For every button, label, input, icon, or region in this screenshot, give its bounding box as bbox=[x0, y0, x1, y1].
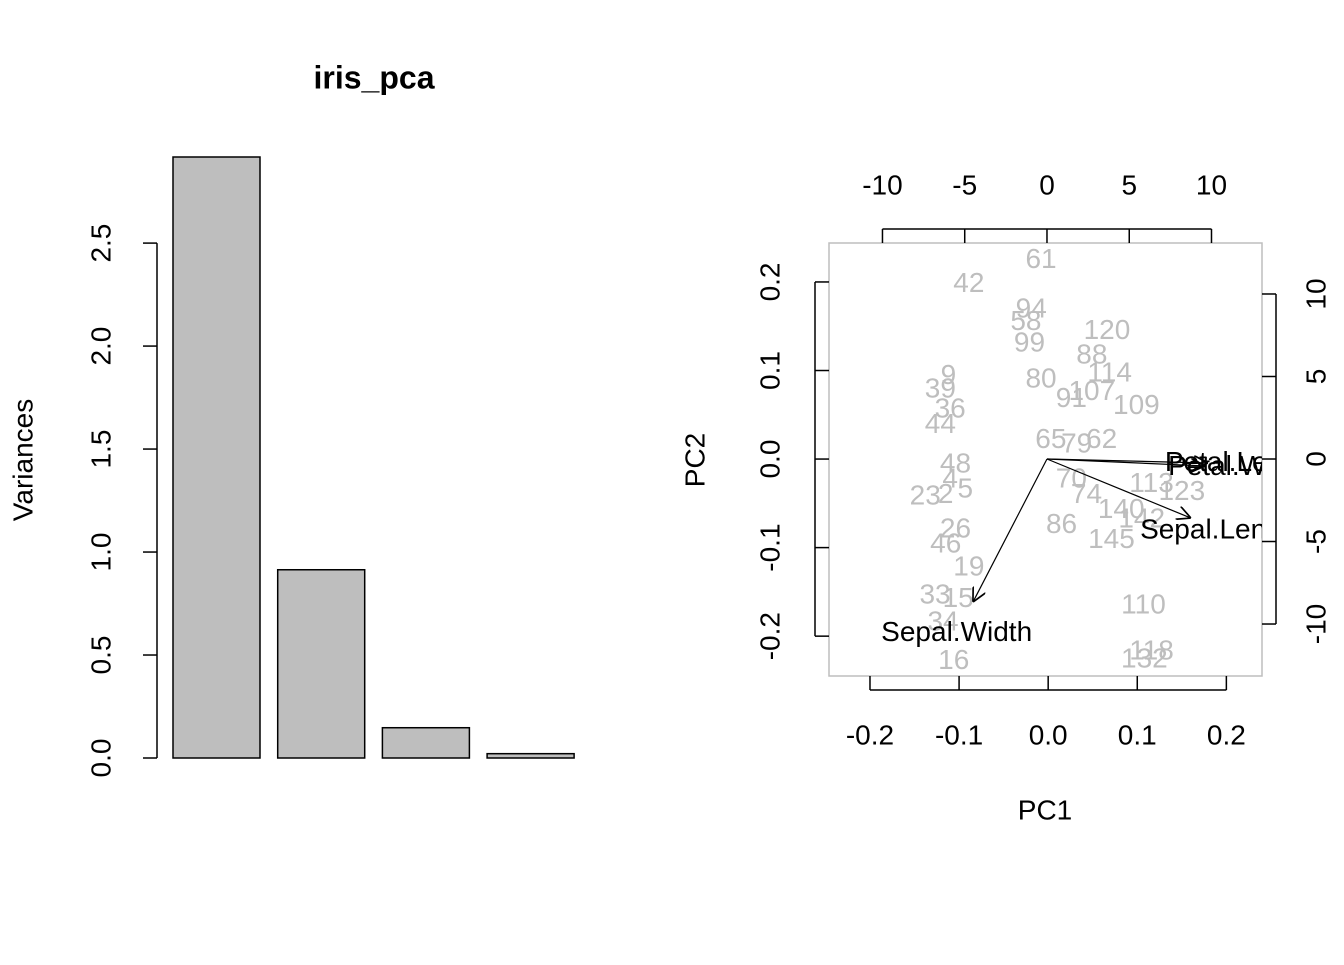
x-axis-label: PC1 bbox=[1018, 794, 1072, 825]
y-tick-label: 0.1 bbox=[754, 351, 785, 390]
point-label: 46 bbox=[930, 527, 961, 558]
point-label: 61 bbox=[1025, 243, 1056, 274]
point-label: 23 bbox=[910, 480, 941, 511]
y-tick-label: 1.0 bbox=[85, 533, 116, 572]
point-label: 19 bbox=[953, 550, 984, 581]
point-label: 120 bbox=[1084, 314, 1131, 345]
x-tick-label: -0.1 bbox=[935, 719, 983, 750]
bar bbox=[486, 752, 575, 759]
chart-title: iris_pca bbox=[314, 59, 435, 95]
point-label: 142 bbox=[1118, 503, 1165, 534]
point-label: 70 bbox=[1056, 463, 1087, 494]
y-tick-label: 1.5 bbox=[85, 430, 116, 469]
y2-tick-label: 10 bbox=[1300, 278, 1331, 309]
x-tick-label: -0.2 bbox=[846, 719, 894, 750]
y-axis-label: PC2 bbox=[679, 433, 710, 487]
point-label: 65 bbox=[1035, 423, 1066, 454]
y2-tick-label: 0 bbox=[1300, 451, 1331, 467]
point-label: 99 bbox=[1014, 326, 1045, 357]
point-label: 79 bbox=[1061, 427, 1092, 458]
loading-label: Sepal.Width bbox=[881, 616, 1032, 647]
point-label: 44 bbox=[925, 408, 956, 439]
point-label: 88 bbox=[1076, 339, 1107, 370]
y-tick-label: 2.5 bbox=[85, 224, 116, 263]
x-tick-label: 0.2 bbox=[1207, 719, 1246, 750]
loading-label: Sepal.Length bbox=[1140, 513, 1305, 544]
point-label: 140 bbox=[1098, 493, 1145, 524]
point-label: 107 bbox=[1068, 375, 1115, 406]
point-label: 91 bbox=[1056, 382, 1087, 413]
x2-tick-label: 5 bbox=[1121, 169, 1137, 200]
point-label: 94 bbox=[1016, 293, 1047, 324]
y2-tick-label: -10 bbox=[1300, 604, 1331, 644]
point-label: 5 bbox=[958, 472, 974, 503]
point-label: 15 bbox=[943, 582, 974, 613]
point-label: 42 bbox=[953, 267, 984, 298]
point-label: 123 bbox=[1158, 475, 1205, 506]
bar bbox=[381, 726, 471, 759]
point-label: 113 bbox=[1129, 467, 1174, 498]
point-label: 80 bbox=[1025, 363, 1056, 394]
point-label: 39 bbox=[925, 372, 956, 403]
point-label: 58 bbox=[1010, 305, 1041, 336]
loading-arrow bbox=[1046, 458, 1191, 518]
loading-label: Petal.Length bbox=[1165, 446, 1322, 477]
y-tick-label: 0.5 bbox=[85, 636, 116, 675]
y2-tick-label: 5 bbox=[1300, 369, 1331, 385]
point-label: 9 bbox=[941, 359, 957, 390]
point-label: 86 bbox=[1046, 508, 1077, 539]
loading-arrow bbox=[973, 458, 1048, 602]
point-label: 48 bbox=[940, 448, 971, 479]
x-tick-label: 0.0 bbox=[1029, 719, 1068, 750]
y-axis-label: Variances bbox=[7, 399, 38, 521]
point-label: 110 bbox=[1121, 588, 1166, 619]
point-label: 4 bbox=[942, 463, 958, 494]
point-label: 2 bbox=[938, 478, 954, 509]
point-label: 145 bbox=[1088, 523, 1135, 554]
y-tick-label: 2.0 bbox=[85, 327, 116, 366]
y-tick-label: -0.1 bbox=[754, 523, 785, 571]
x2-tick-label: -10 bbox=[862, 169, 902, 200]
point-label: 34 bbox=[927, 605, 958, 636]
point-label: 74 bbox=[1071, 478, 1102, 509]
x2-tick-label: 0 bbox=[1039, 169, 1055, 200]
bar bbox=[172, 156, 261, 759]
point-label: 36 bbox=[935, 393, 966, 424]
point-label: 62 bbox=[1086, 423, 1117, 454]
loading-arrow bbox=[1046, 459, 1205, 466]
loading-label: Petal.Width bbox=[1168, 450, 1311, 481]
y-tick-label: 0.0 bbox=[754, 440, 785, 479]
point-label: 33 bbox=[919, 579, 950, 610]
point-label: 109 bbox=[1113, 389, 1160, 420]
point-label: 16 bbox=[938, 644, 969, 675]
bar bbox=[276, 568, 366, 759]
x2-tick-label: -5 bbox=[952, 169, 977, 200]
point-label: 26 bbox=[940, 512, 971, 543]
x2-tick-label: 10 bbox=[1196, 169, 1227, 200]
y2-tick-label: -5 bbox=[1300, 529, 1331, 554]
y-tick-label: -0.2 bbox=[754, 612, 785, 660]
y-tick-label: 0.0 bbox=[85, 739, 116, 778]
point-label: 132 bbox=[1121, 642, 1168, 673]
point-label: 114 bbox=[1087, 356, 1132, 387]
y-tick-label: 0.2 bbox=[754, 262, 785, 301]
x-tick-label: 0.1 bbox=[1118, 719, 1157, 750]
point-label: 118 bbox=[1129, 634, 1174, 665]
